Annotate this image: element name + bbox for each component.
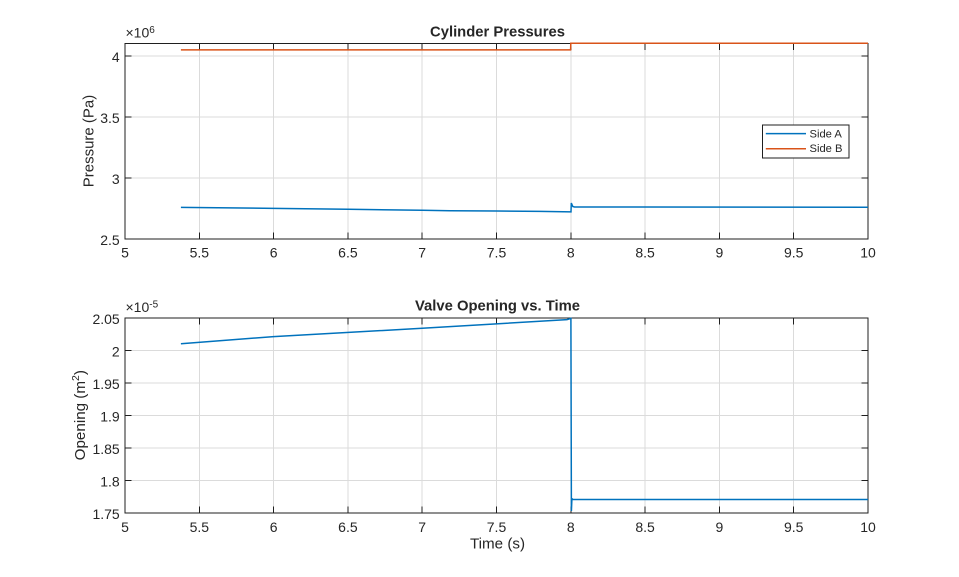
svg-text:Pressure (Pa): Pressure (Pa): [81, 95, 98, 188]
svg-text:6: 6: [270, 244, 278, 260]
svg-text:2: 2: [112, 343, 120, 359]
svg-text:Valve Opening vs. Time: Valve Opening vs. Time: [415, 299, 580, 315]
svg-text:5.5: 5.5: [190, 519, 210, 535]
svg-text:1.8: 1.8: [100, 473, 120, 489]
svg-text:6.5: 6.5: [338, 244, 358, 260]
svg-text:5: 5: [121, 244, 129, 260]
svg-text:1.95: 1.95: [92, 376, 119, 392]
svg-text:10: 10: [860, 244, 876, 260]
svg-text:9: 9: [716, 244, 724, 260]
svg-text:7.5: 7.5: [487, 244, 507, 260]
svg-text:1.75: 1.75: [92, 506, 119, 522]
svg-text:Side A: Side A: [810, 128, 843, 140]
svg-text:10: 10: [860, 519, 876, 535]
svg-text:Opening (m2): Opening (m2): [70, 370, 89, 460]
svg-text:Cylinder Pressures: Cylinder Pressures: [430, 24, 565, 40]
svg-text:5: 5: [121, 519, 129, 535]
svg-text:1.85: 1.85: [92, 441, 119, 457]
svg-text:9.5: 9.5: [784, 244, 804, 260]
svg-text:1.9: 1.9: [100, 408, 120, 424]
svg-text:×106: ×106: [126, 25, 156, 41]
svg-text:5.5: 5.5: [190, 244, 210, 260]
svg-text:4: 4: [112, 49, 120, 65]
svg-text:9.5: 9.5: [784, 519, 804, 535]
svg-text:7: 7: [418, 519, 426, 535]
svg-text:2.5: 2.5: [100, 232, 120, 248]
svg-text:Time (s): Time (s): [470, 536, 525, 553]
svg-text:6.5: 6.5: [338, 519, 358, 535]
svg-text:8.5: 8.5: [635, 519, 655, 535]
svg-text:6: 6: [270, 519, 278, 535]
svg-text:2.05: 2.05: [92, 311, 119, 327]
svg-text:8: 8: [567, 244, 575, 260]
svg-text:7.5: 7.5: [487, 519, 507, 535]
svg-text:Side B: Side B: [810, 143, 843, 155]
svg-text:3: 3: [112, 171, 120, 187]
svg-text:9: 9: [716, 519, 724, 535]
svg-text:8: 8: [567, 519, 575, 535]
svg-text:3.5: 3.5: [100, 110, 120, 126]
svg-text:8.5: 8.5: [635, 244, 655, 260]
svg-text:7: 7: [418, 244, 426, 260]
